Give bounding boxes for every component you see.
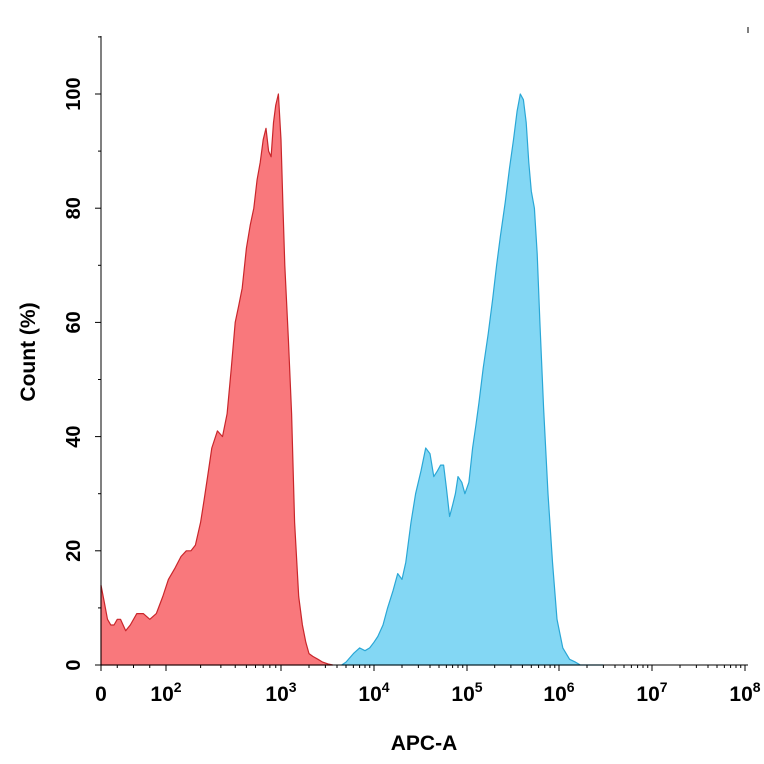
x-tick-label: 108 <box>729 679 760 706</box>
y-axis-title: Count (%) <box>17 302 40 401</box>
tick-labels: 0 20 40 60 80 100 0 102 103 104 105 106 107 108 <box>63 77 761 706</box>
histogram-series-2 <box>341 93 604 666</box>
y-tick-label: 0 <box>63 659 85 670</box>
plot-area <box>100 93 604 666</box>
x-axis-title: APC-A <box>391 732 458 755</box>
x-tick-label: 104 <box>358 679 389 706</box>
y-tick-label: 80 <box>63 197 85 219</box>
x-tick-label: 105 <box>451 679 482 706</box>
x-tick-label: 103 <box>265 679 296 706</box>
x-tick-label: 102 <box>150 679 181 706</box>
axes <box>95 27 749 671</box>
y-tick-label: 40 <box>63 425 85 447</box>
x-tick-label: 107 <box>636 679 667 706</box>
histogram-series-1 <box>100 93 334 666</box>
y-tick-label: 60 <box>63 311 85 333</box>
y-tick-label: 100 <box>63 77 85 110</box>
x-tick-label: 0 <box>95 683 107 706</box>
x-tick-label: 106 <box>543 679 574 706</box>
y-tick-label: 20 <box>63 540 85 562</box>
